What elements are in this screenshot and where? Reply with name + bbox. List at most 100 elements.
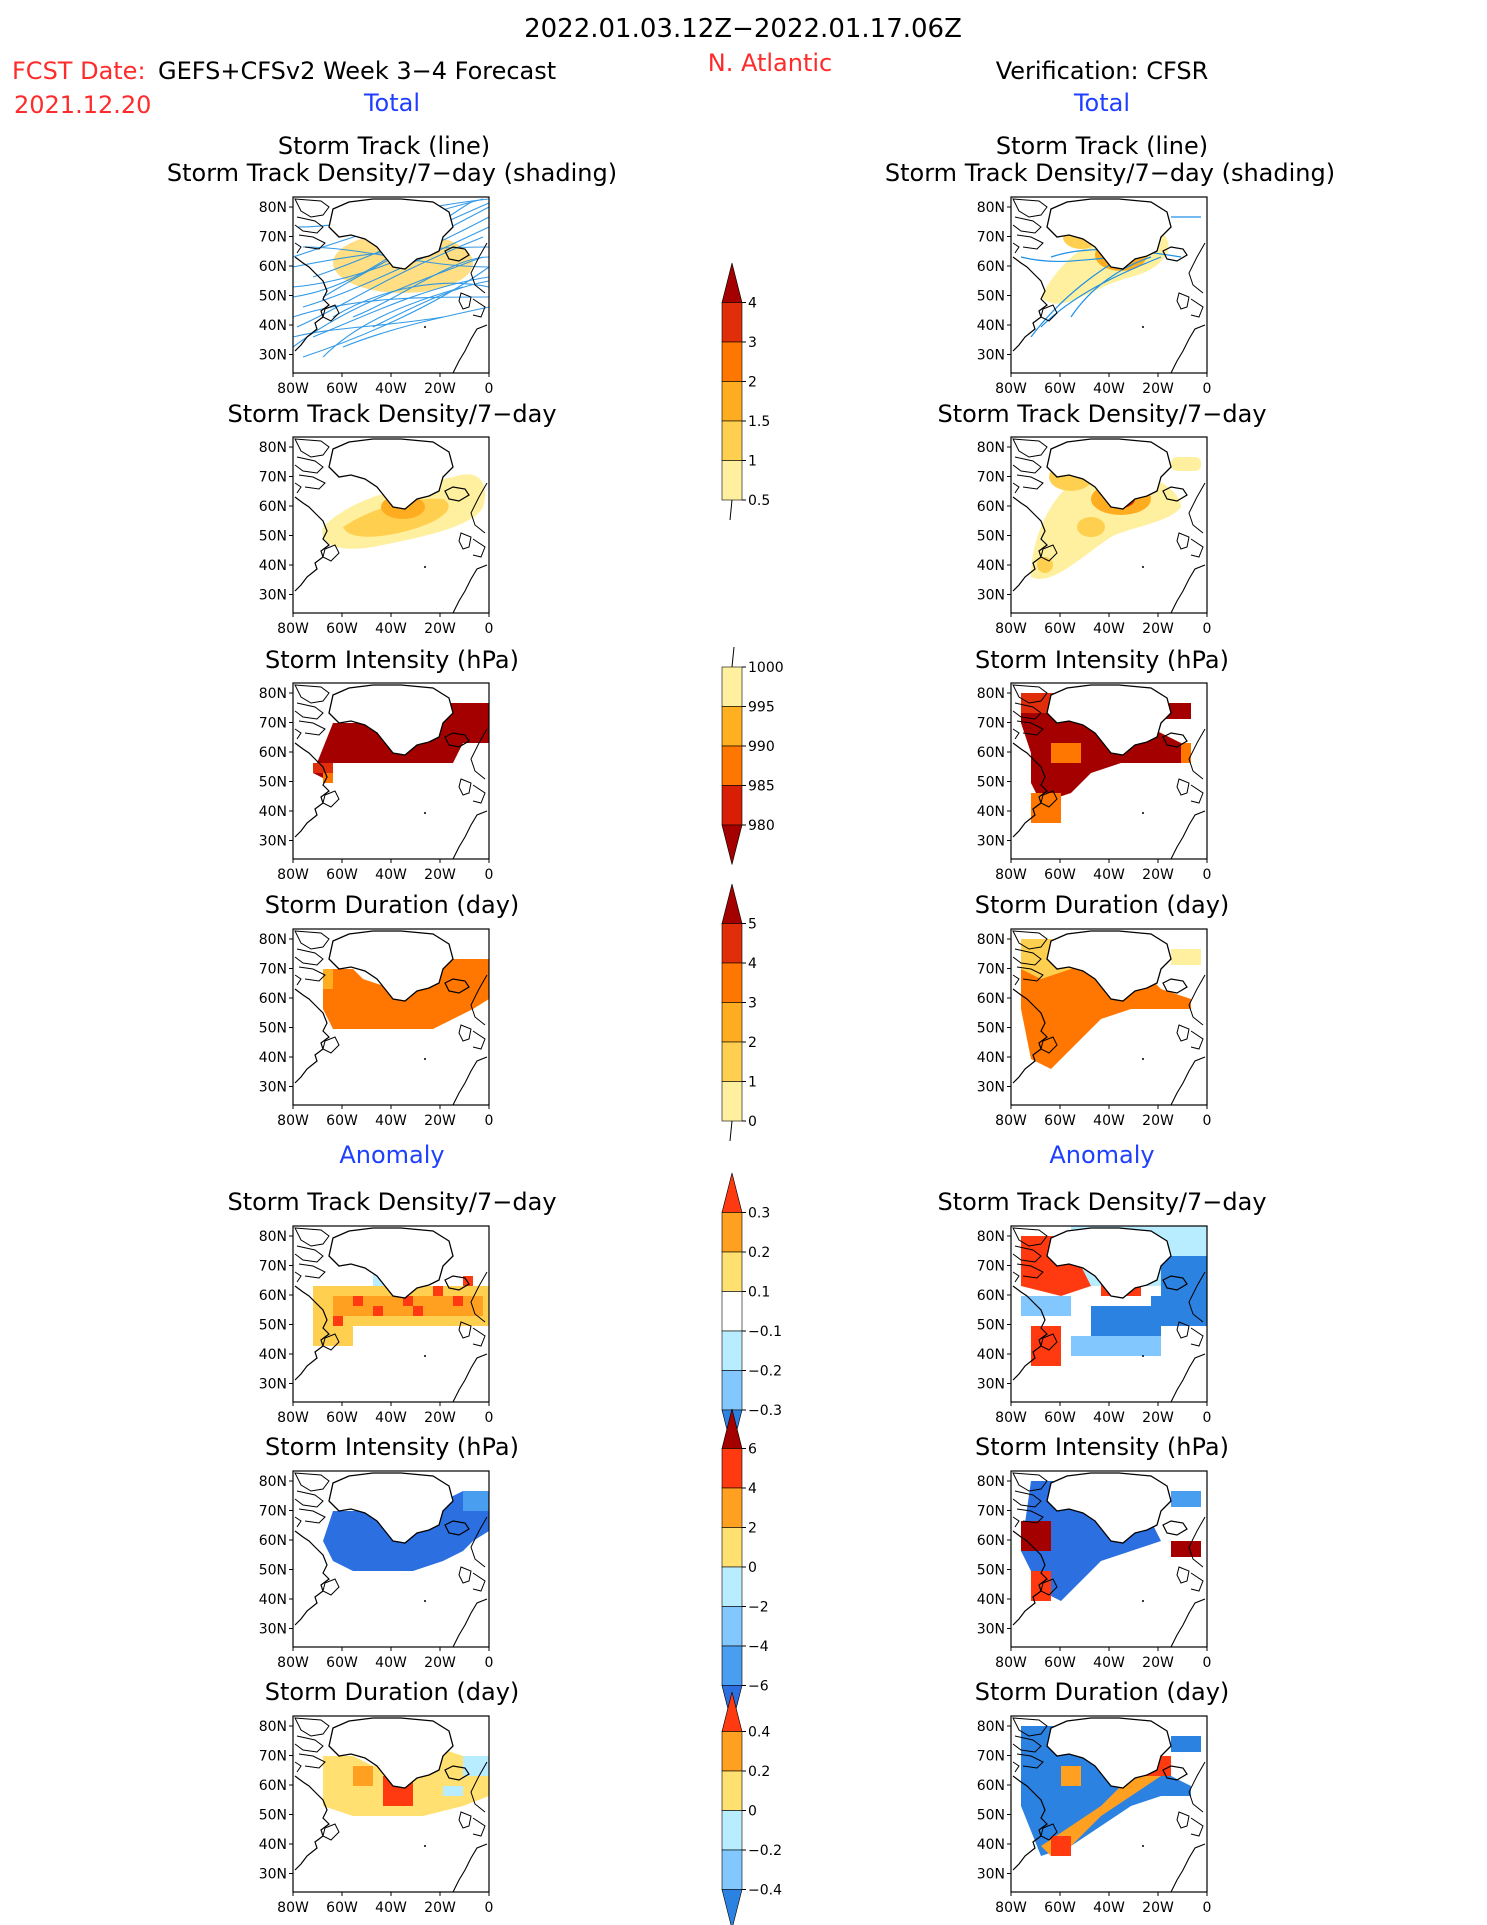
lon-tick-label: 60W — [1044, 1655, 1076, 1671]
lon-tick-label: 80W — [277, 867, 309, 883]
lat-tick-label: 40N — [977, 1837, 1005, 1853]
colorbar-label: 3 — [748, 996, 757, 1012]
lon-tick-label: 20W — [1142, 621, 1174, 637]
map-intensity-verification — [1010, 682, 1208, 860]
lon-tick-label: 0 — [1203, 867, 1212, 883]
colorbar-label: −6 — [748, 1679, 769, 1695]
figure-title: 2022.01.03.12Z−2022.01.17.06Z — [524, 14, 962, 44]
fcst-date: 2021.12.20 — [14, 91, 151, 119]
lon-tick-label: 0 — [485, 381, 494, 397]
lon-tick-label: 40W — [1093, 1900, 1125, 1916]
colorbar-segment — [721, 1606, 743, 1647]
lon-tick-label: 40W — [1093, 1410, 1125, 1426]
colorbar-label: 6 — [748, 1442, 757, 1458]
lon-tick-label: 60W — [1044, 381, 1076, 397]
lat-tick-label: 30N — [977, 1622, 1005, 1638]
lat-tick-label: 60N — [259, 499, 287, 515]
lon-tick-label: 20W — [424, 1410, 456, 1426]
lat-tick-label: 60N — [977, 1778, 1005, 1794]
panel-title: Storm Track Density/7−day — [937, 1188, 1266, 1216]
region-label: N. Atlantic — [708, 49, 832, 77]
lat-tick-label: 60N — [259, 1778, 287, 1794]
lat-tick-label: 30N — [259, 1377, 287, 1393]
lon-tick-label: 40W — [1093, 621, 1125, 637]
colorbar-segment — [721, 381, 743, 422]
colorbar-segment — [721, 262, 743, 303]
lat-tick-label: 60N — [977, 259, 1005, 275]
colorbar-label: 1 — [748, 1075, 757, 1091]
colorbar-density: 4 3 2 1.5 1 0.5 — [721, 262, 770, 521]
lat-tick-label: 60N — [977, 1288, 1005, 1304]
lat-tick-label: 30N — [977, 1377, 1005, 1393]
map-storm-track-verification — [1010, 196, 1208, 374]
lon-tick-label: 80W — [277, 1113, 309, 1129]
colorbar-segment — [721, 1487, 743, 1528]
lat-tick-label: 50N — [259, 775, 287, 791]
lat-tick-label: 40N — [259, 1592, 287, 1608]
fcst-date-label: FCST Date: — [12, 57, 146, 85]
map-duration-verification — [1010, 928, 1208, 1106]
colorbar-label: 1 — [748, 454, 757, 470]
lon-tick-label: 60W — [1044, 1900, 1076, 1916]
lon-tick-label: 60W — [326, 621, 358, 637]
lat-tick-label: 70N — [977, 1749, 1005, 1765]
lon-tick-label: 80W — [277, 621, 309, 637]
lat-tick-label: 50N — [977, 1563, 1005, 1579]
lat-tick-label: 30N — [259, 1080, 287, 1096]
lat-tick-label: 30N — [977, 348, 1005, 364]
colorbar-segment — [721, 883, 743, 924]
colorbar-density_anom: 0.3 0.2 0.1 −0.1 −0.2 −0.3 — [721, 1172, 782, 1450]
lon-tick-label: 80W — [995, 1900, 1027, 1916]
lon-tick-label: 20W — [424, 1900, 456, 1916]
lat-tick-label: 80N — [977, 932, 1005, 948]
lon-tick-label: 80W — [277, 381, 309, 397]
colorbar-segment — [721, 1370, 743, 1411]
lon-tick-label: 40W — [1093, 1113, 1125, 1129]
lon-tick-label: 0 — [485, 1655, 494, 1671]
lon-tick-label: 60W — [326, 867, 358, 883]
lat-tick-label: 80N — [977, 200, 1005, 216]
map-duration-forecast — [292, 928, 490, 1106]
lat-tick-label: 70N — [977, 1504, 1005, 1520]
map-duration-anomaly-forecast — [292, 1715, 490, 1893]
colorbar-segment — [721, 785, 743, 826]
panel-title: Storm Track Density/7−day — [937, 400, 1266, 428]
colorbar-label: 4 — [748, 296, 757, 312]
lon-tick-label: 0 — [485, 1410, 494, 1426]
colorbar-segment — [721, 1172, 743, 1213]
colorbar-segment — [721, 1645, 743, 1686]
colorbar-duration: 5 4 3 2 1 0 — [721, 883, 757, 1142]
lon-tick-label: 60W — [1044, 1410, 1076, 1426]
lon-tick-label: 80W — [995, 1113, 1027, 1129]
lat-tick-label: 30N — [259, 1622, 287, 1638]
lat-tick-label: 40N — [977, 804, 1005, 820]
verification-label: Verification: CFSR — [996, 57, 1209, 85]
lat-tick-label: 80N — [977, 1229, 1005, 1245]
lat-tick-label: 40N — [259, 558, 287, 574]
lon-tick-label: 0 — [485, 1900, 494, 1916]
lat-tick-label: 70N — [977, 230, 1005, 246]
lon-tick-label: 0 — [1203, 1900, 1212, 1916]
lon-tick-label: 60W — [1044, 621, 1076, 637]
colorbar-label: −0.1 — [748, 1324, 782, 1340]
panel-title: Storm Duration (day) — [265, 891, 520, 919]
map-track-density-forecast — [292, 436, 490, 614]
model-label: GEFS+CFSv2 Week 3−4 Forecast — [158, 57, 556, 85]
colorbar-segment — [721, 666, 743, 707]
colorbar-segment — [721, 745, 743, 786]
panel-title: Storm Track Density/7−day (shading) — [885, 159, 1335, 187]
lat-tick-label: 60N — [259, 259, 287, 275]
colorbar-segment — [721, 1566, 743, 1607]
section-total-left: Total — [363, 89, 420, 117]
lat-tick-label: 60N — [259, 745, 287, 761]
lat-tick-label: 50N — [259, 1021, 287, 1037]
lon-tick-label: 20W — [424, 621, 456, 637]
lon-tick-label: 20W — [424, 1113, 456, 1129]
lat-tick-label: 40N — [259, 1050, 287, 1066]
lat-tick-label: 80N — [259, 200, 287, 216]
colorbar-segment — [721, 1770, 743, 1811]
colorbar-label: −0.4 — [748, 1883, 782, 1899]
colorbar-segment — [721, 962, 743, 1003]
lon-tick-label: 20W — [1142, 1113, 1174, 1129]
lon-tick-label: 40W — [1093, 867, 1125, 883]
